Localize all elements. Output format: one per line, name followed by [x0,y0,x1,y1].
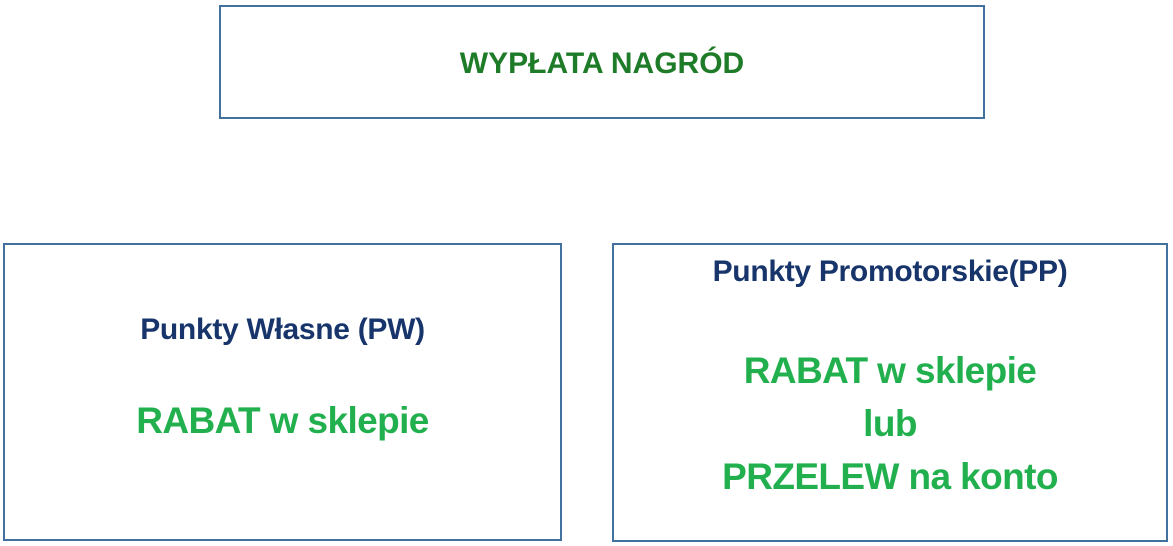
wyplata-nagrod-box: WYPŁATA NAGRÓD [219,5,985,119]
punkty-promotorskie-heading: Punkty Promotorskie(PP) [712,255,1068,288]
punkty-wlasne-heading: Punkty Własne (PW) [140,313,425,346]
punkty-promotorskie-reward-line-3: PRZELEW na konto [722,456,1058,497]
punkty-promotorskie-reward-line-1: RABAT w sklepie [743,350,1037,391]
punkty-wlasne-box: Punkty Własne (PW) RABAT w sklepie [3,243,562,541]
wyplata-nagrod-title: WYPŁATA NAGRÓD [459,47,745,80]
punkty-promotorskie-reward-line-2: lub [863,403,917,444]
punkty-promotorskie-box: Punkty Promotorskie(PP) RABAT w sklepie … [612,243,1168,542]
punkty-wlasne-reward-line: RABAT w sklepie [136,400,429,441]
